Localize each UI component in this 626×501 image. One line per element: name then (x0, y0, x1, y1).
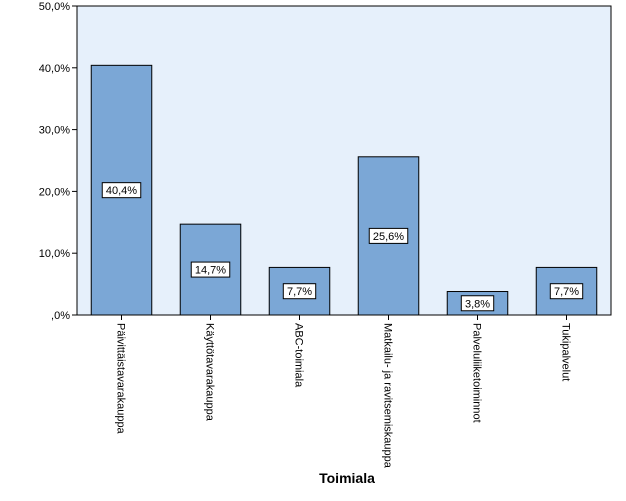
data-label-box (368, 227, 409, 244)
plot-area (76, 5, 612, 316)
data-label-box (190, 261, 231, 278)
data-label: 25,6% (373, 231, 404, 243)
x-axis-ticks (121, 315, 567, 320)
data-label: 40,4% (106, 185, 137, 197)
data-labels: 40,4% 14,7% 7,7% 25,6% 3,8% 7,7% (101, 182, 584, 312)
data-label: 7,7% (554, 286, 579, 298)
y-tick-label: ,0% (51, 310, 70, 322)
data-label-box (460, 295, 495, 312)
category-label: Käyttötavarakauppa (204, 323, 216, 422)
y-tick-label: 40,0% (39, 63, 70, 75)
data-label-box (282, 283, 317, 300)
category-label: Matkailu- ja ravitsemiskauppa (382, 323, 394, 469)
data-label-box (549, 283, 584, 300)
data-label: 3,8% (465, 298, 490, 310)
data-label: 14,7% (195, 265, 226, 277)
y-tick-label: 50,0% (39, 1, 70, 13)
category-labels: Päivittäistavarakauppa Käyttötavarakauppa… (115, 323, 572, 469)
y-tick-label: 30,0% (39, 125, 70, 137)
category-label: Tukipalvelut (560, 323, 572, 381)
category-label: ABC-toimiala (293, 323, 305, 388)
category-label: Palveluliiketoiminnot (471, 323, 483, 423)
data-label-box (101, 182, 142, 199)
y-axis-ticks: ,0% 10,0% 20,0% 30,0% 40,0% 50,0% (39, 1, 77, 322)
x-axis-title: Toimiala (319, 470, 375, 486)
y-tick-label: 10,0% (39, 248, 70, 260)
y-tick-label: 20,0% (39, 186, 70, 198)
data-label: 7,7% (287, 286, 312, 298)
category-label: Päivittäistavarakauppa (115, 323, 127, 435)
